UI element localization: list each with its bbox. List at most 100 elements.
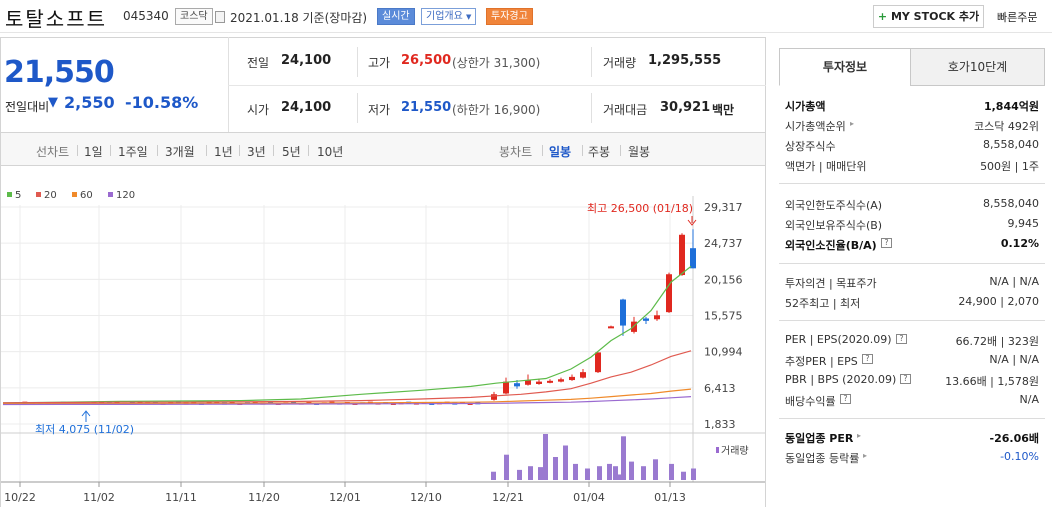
candle-body bbox=[690, 248, 696, 269]
divider bbox=[357, 47, 358, 77]
period-1y[interactable]: 1년 bbox=[214, 145, 233, 159]
volume-bar bbox=[585, 468, 590, 480]
upper-limit: (상한가 31,300) bbox=[452, 56, 541, 70]
legend-label: 60 bbox=[80, 190, 93, 201]
prev-close-value: 24,100 bbox=[281, 53, 332, 68]
divider bbox=[157, 145, 158, 156]
volume-bar bbox=[573, 463, 578, 480]
volume-bar bbox=[621, 436, 626, 480]
volume-bar bbox=[543, 434, 548, 480]
tab-orderbook-10[interactable]: 호가10단계 bbox=[910, 48, 1045, 86]
volume-bar bbox=[491, 471, 496, 480]
help-icon[interactable]: ? bbox=[896, 334, 907, 344]
help-icon[interactable]: ? bbox=[900, 374, 911, 384]
volume-bar bbox=[528, 466, 533, 480]
volume-bar bbox=[613, 466, 618, 480]
ma-line-20 bbox=[2, 350, 692, 404]
line-chart-tab[interactable]: 선차트 bbox=[36, 145, 70, 159]
market-badge: 코스닥 bbox=[175, 8, 213, 25]
candle-weekly[interactable]: 주봉 bbox=[588, 145, 611, 159]
info-row: 시가총액 1,844억원 bbox=[785, 98, 1039, 116]
caret-right-icon[interactable]: ▸ bbox=[857, 431, 862, 440]
volume-bar bbox=[653, 459, 658, 480]
candle-daily[interactable]: 일봉 bbox=[549, 145, 572, 159]
help-icon[interactable]: ? bbox=[862, 354, 873, 364]
divider bbox=[582, 145, 583, 156]
divider bbox=[77, 145, 78, 156]
y-tick-label: 6,413 bbox=[704, 382, 736, 395]
candle-body bbox=[620, 299, 626, 326]
x-tick-label: 11/20 bbox=[248, 491, 280, 504]
price-chart[interactable]: 5 20 60 120 29,317 24,737 20,156 15,575 10,994 6,… bbox=[1, 166, 765, 507]
prev-close-label: 전일 bbox=[247, 56, 270, 70]
info-value: 0.12% bbox=[1000, 237, 1039, 250]
volume-bar bbox=[607, 463, 612, 480]
section-divider bbox=[779, 320, 1045, 321]
info-value: N/A | N/A bbox=[989, 275, 1039, 288]
divider bbox=[110, 145, 111, 156]
info-key: 시가총액순위 bbox=[785, 120, 846, 133]
high-annotation: 최고 26,500 (01/18) bbox=[587, 202, 693, 215]
section-divider bbox=[779, 418, 1045, 419]
info-value: 1,844억원 bbox=[983, 100, 1039, 113]
add-mystock-button[interactable]: + MY STOCK 추가 bbox=[873, 5, 984, 28]
candle-body bbox=[503, 381, 509, 394]
info-key: 투자의견 | 목표주가 bbox=[785, 277, 877, 290]
info-row: 상장주식수 8,558,040 bbox=[785, 138, 1039, 156]
section-divider bbox=[779, 263, 1045, 264]
volume-bar bbox=[597, 466, 602, 480]
period-5y[interactable]: 5년 bbox=[282, 145, 301, 159]
divider bbox=[228, 37, 229, 132]
candle-body bbox=[558, 379, 564, 382]
info-row: 투자의견 | 목표주가 N/A | N/A bbox=[785, 275, 1039, 293]
info-key: 동일업종 PER bbox=[785, 432, 854, 445]
y-tick-label: 10,994 bbox=[704, 346, 743, 359]
ma-line-120 bbox=[2, 396, 692, 406]
candle-body bbox=[525, 380, 531, 385]
candle-body bbox=[608, 326, 614, 329]
info-row: 액면가 | 매매단위 500원 | 1주 bbox=[785, 158, 1039, 176]
volume-bar bbox=[504, 454, 509, 480]
low-annotation: 최저 4,075 (11/02) bbox=[35, 423, 134, 436]
period-1d[interactable]: 1일 bbox=[84, 145, 103, 159]
change-percent: -10.58% bbox=[125, 93, 199, 112]
lower-limit: (하한가 16,900) bbox=[452, 103, 541, 117]
caret-right-icon[interactable]: ▸ bbox=[863, 451, 868, 460]
realtime-button[interactable]: 실시간 bbox=[377, 8, 415, 25]
y-tick-label: 15,575 bbox=[704, 310, 743, 323]
y-tick-label: 20,156 bbox=[704, 273, 743, 286]
info-key: 액면가 | 매매단위 bbox=[785, 160, 867, 173]
info-row: 52주최고 | 최저 24,900 | 2,070 bbox=[785, 295, 1039, 313]
info-value: 9,945 bbox=[1007, 217, 1040, 230]
period-3y[interactable]: 3년 bbox=[247, 145, 266, 159]
company-overview-button[interactable]: 기업개요 ▼ bbox=[421, 8, 477, 25]
volume-bar bbox=[681, 471, 686, 480]
stock-code: 045340 bbox=[123, 9, 169, 23]
current-price: 21,550 bbox=[4, 55, 115, 90]
volume-label: 거래량 bbox=[721, 445, 749, 457]
tab-investment-info[interactable]: 투자정보 bbox=[779, 48, 911, 86]
period-10y[interactable]: 10년 bbox=[317, 145, 344, 159]
amount-label: 거래대금 bbox=[603, 103, 648, 117]
info-value: 코스닥 492위 bbox=[974, 120, 1039, 133]
quick-order-link[interactable]: 빠른주문 bbox=[997, 11, 1038, 24]
low-label: 저가 bbox=[368, 103, 391, 117]
candle-monthly[interactable]: 월봉 bbox=[628, 145, 651, 159]
candle-body bbox=[514, 383, 520, 387]
help-icon[interactable]: ? bbox=[840, 394, 851, 404]
candle-chart-tab[interactable]: 봉차트 bbox=[499, 145, 533, 159]
period-1w[interactable]: 1주일 bbox=[118, 145, 148, 159]
plus-icon: + bbox=[877, 10, 888, 23]
open-value: 24,100 bbox=[281, 100, 332, 115]
caret-right-icon[interactable]: ▸ bbox=[850, 119, 855, 128]
period-3m[interactable]: 3개월 bbox=[165, 145, 195, 159]
info-row: 외국인보유주식수(B) 9,945 bbox=[785, 217, 1039, 235]
down-arrow-icon: ▼ bbox=[48, 95, 58, 110]
x-tick-label: 12/21 bbox=[492, 491, 524, 504]
info-row: PER | EPS(2020.09)? 66.72배 | 323원 bbox=[785, 333, 1039, 351]
stock-header: 토탈소프트 045340 코스닥 2021.01.18 기준(장마감) 실시간 … bbox=[0, 0, 1052, 33]
help-icon[interactable]: ? bbox=[881, 238, 892, 248]
divider bbox=[620, 145, 621, 156]
legend-swatch bbox=[108, 192, 113, 197]
